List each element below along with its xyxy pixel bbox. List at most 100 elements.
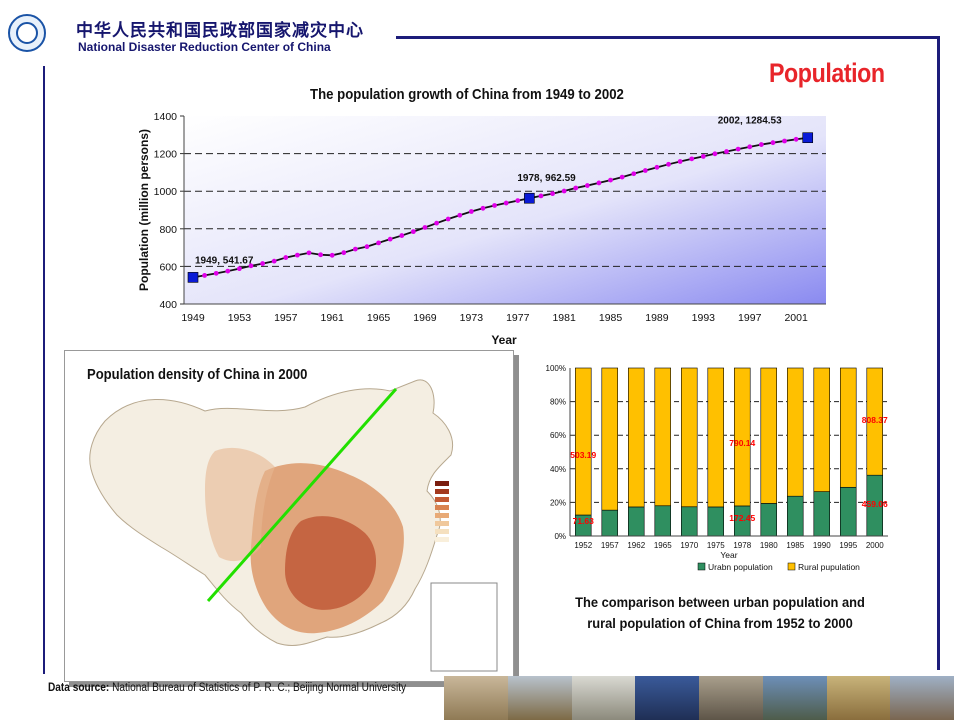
line-chart-title: The population growth of China from 1949…	[310, 86, 624, 103]
map-legend-swatches	[435, 481, 449, 542]
population-point	[434, 220, 439, 226]
population-point	[619, 174, 625, 180]
y-tick-label: 800	[159, 224, 177, 236]
y-tick-label: 1200	[154, 149, 178, 161]
population-point	[294, 252, 300, 258]
population-point	[202, 273, 207, 278]
bar-x-tick-label: 1965	[654, 541, 672, 550]
bar-y-tick-label: 0%	[554, 532, 566, 541]
x-axis-label: Year	[491, 333, 517, 347]
photo-rocky-slope	[890, 676, 954, 720]
photo-dry-grass	[826, 676, 891, 720]
bar-data-label: 503.19	[570, 450, 596, 460]
population-point	[561, 188, 567, 194]
x-tick-label: 1985	[599, 312, 623, 324]
rural-bar	[866, 367, 883, 476]
data-source-text: National Bureau of Statistics of P. R. C…	[109, 682, 407, 694]
population-point	[550, 191, 555, 197]
population-point	[271, 258, 277, 264]
bar-caption-line-2: rural population of China from 1952 to 2…	[587, 615, 853, 631]
y-axis-label: Population (million persons)	[137, 129, 151, 291]
bar-x-axis-label: Year	[720, 550, 737, 560]
rural-bar	[628, 367, 645, 508]
bar-x-tick-label: 1975	[707, 541, 725, 550]
y-tick-label: 1000	[154, 186, 178, 198]
china-map-graphic	[89, 379, 498, 672]
annotated-point	[187, 272, 199, 283]
legend-label-rural: Rural pupulation	[798, 562, 860, 572]
population-point	[758, 142, 764, 147]
population-point	[422, 225, 428, 230]
population-point	[445, 216, 451, 222]
urban-bar	[601, 509, 619, 537]
photo-drought-field	[507, 676, 572, 720]
bar-data-label: 790.14	[729, 438, 755, 448]
urban-bar	[813, 491, 830, 537]
urban-bar	[839, 486, 857, 537]
population-point	[689, 156, 695, 162]
dense-core-region	[285, 516, 377, 610]
population-point	[724, 149, 729, 154]
urban-rural-bar-chart: 0% 20% 40% 60% 80% 100% 1952 1957 1962 1965 1970 19…	[546, 364, 888, 572]
bar-y-tick-label: 100%	[546, 364, 566, 373]
population-point	[457, 212, 463, 218]
y-tick-label: 400	[159, 299, 177, 311]
rural-bar	[787, 367, 804, 497]
bar-x-tick-label: 1957	[601, 541, 619, 550]
population-point	[364, 244, 370, 250]
population-point	[573, 185, 579, 191]
population-point	[782, 138, 787, 144]
population-point	[770, 140, 776, 146]
photo-landslide	[762, 676, 827, 720]
population-point	[503, 200, 509, 206]
bar-x-tick-label: 1962	[627, 541, 645, 550]
x-tick-label: 1961	[321, 312, 345, 324]
population-point	[492, 203, 497, 208]
population-point	[225, 268, 231, 274]
bar-x-tick-label: 1978	[733, 541, 751, 550]
bar-plot-area	[570, 368, 888, 536]
y-tick-label: 1400	[154, 111, 178, 123]
population-point	[352, 246, 358, 252]
bar-data-label: 172.45	[729, 513, 755, 523]
bar-data-label: 71.63	[573, 516, 595, 526]
urban-bar	[760, 503, 778, 537]
bar-x-tick-label: 1980	[760, 541, 778, 550]
population-point	[329, 252, 335, 258]
legend-swatch-urban	[697, 562, 706, 571]
urban-bar	[654, 505, 672, 537]
population-point	[584, 183, 590, 188]
bar-x-tick-label: 1952	[574, 541, 592, 550]
population-point	[260, 261, 265, 266]
population-point	[213, 270, 219, 276]
rural-bar	[654, 367, 672, 507]
population-point	[666, 161, 671, 167]
bar-x-tick-label: 1990	[813, 541, 831, 550]
bar-chart-caption: The comparison between urban population …	[524, 592, 916, 634]
disaster-photo-strip	[444, 676, 954, 720]
population-line-chart: 400 600 800 1000 1200 1400 1949 1953 1957 1961 196…	[137, 111, 826, 347]
y-tick-label: 600	[159, 261, 177, 273]
photo-relief-team	[635, 676, 699, 720]
population-point	[793, 136, 799, 142]
population-point	[712, 151, 718, 157]
bar-x-tick-label: 1985	[786, 541, 804, 550]
legend-swatch-rural	[787, 562, 796, 571]
x-tick-label: 1973	[460, 312, 484, 324]
photo-earthquake-ruins	[699, 676, 763, 720]
population-point	[306, 250, 312, 256]
medium-density-band	[205, 447, 275, 562]
population-point	[700, 154, 706, 159]
ndrc-logo	[8, 14, 46, 52]
population-point	[480, 205, 486, 211]
annotated-point	[802, 132, 814, 144]
x-tick-label: 1981	[552, 312, 576, 324]
header-rule	[396, 36, 940, 39]
x-tick-label: 2001	[784, 312, 808, 324]
population-point	[399, 233, 405, 238]
population-density-map: Population density of China in 2000	[64, 350, 514, 682]
population-point	[747, 144, 753, 150]
bar-x-tick-label: 1970	[680, 541, 698, 550]
right-border-rule	[937, 36, 940, 670]
population-point	[654, 164, 660, 170]
